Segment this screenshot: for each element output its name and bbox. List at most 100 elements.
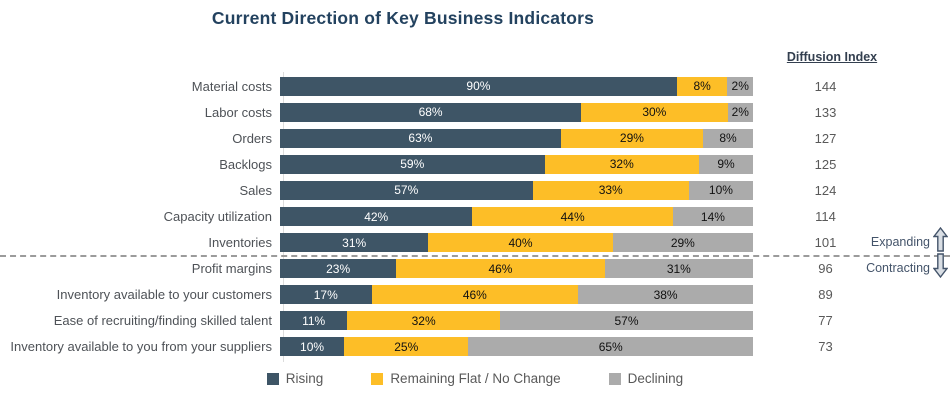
flat-segment: 46% — [371, 285, 579, 305]
stacked-bar: 10% 25% 65% — [280, 337, 754, 357]
flat-value-label: 33% — [598, 183, 623, 198]
flat-value-label: 30% — [642, 105, 667, 120]
rising-value-label: 57% — [394, 183, 419, 198]
stacked-bar: 63% 29% 8% — [280, 128, 753, 148]
rising-value-label: 63% — [408, 131, 433, 146]
legend-item-label: Rising — [285, 371, 324, 386]
declining-value-label: 65% — [598, 339, 623, 354]
flat-value-label: 32% — [609, 157, 634, 172]
declining-segment: 38% — [578, 285, 754, 305]
rising-segment: 31% — [280, 233, 429, 253]
flat-segment: 32% — [544, 154, 699, 174]
category-label: Backlogs — [219, 156, 272, 172]
rising-segment: 42% — [280, 207, 473, 227]
stacked-bar: 59% 32% 9% — [280, 154, 754, 174]
contracting-annotation: Contracting — [838, 253, 949, 283]
chart-rows: Material costs 90% 8% 2% 144 Labor costs… — [0, 73, 950, 360]
stacked-bar: 57% 33% 10% — [280, 180, 753, 200]
flat-segment: 33% — [532, 180, 689, 200]
flat-value-label: 29% — [619, 131, 644, 146]
diffusion-index-value: 114 — [815, 209, 836, 225]
legend-item: Rising — [266, 371, 324, 386]
up-arrow-icon — [932, 226, 949, 257]
declining-segment: 65% — [468, 337, 754, 357]
stacked-bar: 23% 46% 31% — [280, 259, 753, 279]
category-label: Inventories — [208, 235, 272, 251]
down-arrow-icon — [932, 253, 949, 283]
rising-value-label: 23% — [326, 261, 351, 276]
rising-value-label: 90% — [466, 79, 491, 94]
indicator-row: Backlogs 59% 32% 9% 125 — [0, 151, 950, 177]
diffusion-index-value: 96 — [818, 261, 833, 277]
rising-value-label: 59% — [400, 157, 425, 172]
rising-segment: 17% — [280, 285, 372, 305]
flat-segment: 8% — [676, 76, 728, 96]
diffusion-index-value: 125 — [814, 156, 837, 172]
declining-segment: 2% — [727, 76, 753, 96]
flat-segment: 46% — [396, 259, 605, 279]
declining-segment: 57% — [499, 311, 754, 331]
diffusion-index-value: 77 — [818, 313, 833, 329]
diffusion-index-value: 124 — [814, 182, 837, 198]
diffusion-index-value: 101 — [814, 235, 837, 251]
flat-value-label: 46% — [462, 287, 487, 302]
indicator-row: Ease of recruiting/finding skilled talen… — [0, 308, 950, 334]
rising-value-label: 11% — [302, 313, 326, 328]
declining-segment: 2% — [727, 102, 753, 122]
category-label: Material costs — [191, 78, 272, 94]
flat-value-label: 40% — [508, 235, 533, 250]
indicator-row: Capacity utilization 42% 44% 14% 114 — [0, 203, 950, 229]
declining-segment: 9% — [698, 154, 754, 174]
flat-segment: 44% — [472, 207, 673, 227]
rising-segment: 57% — [280, 180, 533, 200]
phase-annotations: Expanding Contracting — [838, 226, 949, 283]
chart-title: Current Direction of Key Business Indica… — [211, 8, 595, 28]
flat-segment: 29% — [560, 128, 704, 148]
legend-swatch-icon — [371, 372, 384, 385]
category-label: Capacity utilization — [163, 209, 272, 225]
expanding-contracting-divider — [0, 255, 950, 257]
rising-segment: 11% — [280, 311, 348, 331]
flat-value-label: 32% — [411, 313, 436, 328]
declining-value-label: 14% — [700, 209, 725, 224]
declining-segment: 31% — [604, 259, 753, 279]
legend-item: Remaining Flat / No Change — [371, 371, 561, 386]
diffusion-index-value: 127 — [814, 130, 837, 146]
diffusion-index-value: 73 — [818, 339, 833, 355]
indicator-row: Labor costs 68% 30% 2% 133 — [0, 99, 950, 125]
category-label: Inventory available to you from your sup… — [10, 339, 272, 355]
rising-value-label: 31% — [342, 235, 367, 250]
legend-item-label: Remaining Flat / No Change — [390, 371, 561, 386]
diffusion-index-value: 144 — [814, 78, 837, 94]
indicator-row: Sales 57% 33% 10% 124 — [0, 177, 950, 203]
declining-segment: 14% — [672, 207, 753, 227]
stacked-bar: 11% 32% 57% — [280, 311, 754, 331]
declining-segment: 8% — [703, 128, 753, 148]
indicator-row: Material costs 90% 8% 2% 144 — [0, 73, 950, 99]
rising-segment: 59% — [280, 154, 545, 174]
declining-value-label: 31% — [666, 261, 691, 276]
rising-segment: 68% — [280, 102, 582, 122]
legend-item: Declining — [608, 371, 684, 386]
legend: Rising Remaining Flat / No Change Declin… — [0, 371, 950, 386]
legend-item-label: Declining — [627, 371, 684, 386]
stacked-bar: 42% 44% 14% — [280, 207, 753, 227]
declining-value-label: 2% — [731, 79, 749, 94]
category-label: Labor costs — [204, 104, 272, 120]
declining-value-label: 38% — [653, 287, 678, 302]
declining-value-label: 9% — [717, 157, 735, 172]
indicator-row: Inventory available to you from your sup… — [0, 334, 950, 360]
diffusion-index-value: 133 — [814, 104, 837, 120]
expanding-annotation: Expanding — [838, 226, 949, 257]
rising-value-label: 10% — [300, 339, 325, 354]
diffusion-index-value: 89 — [818, 287, 833, 303]
indicator-row: Orders 63% 29% 8% 127 — [0, 125, 950, 151]
indicator-row: Inventory available to your customers 17… — [0, 282, 950, 308]
flat-value-label: 25% — [394, 339, 419, 354]
flat-value-label: 8% — [693, 79, 711, 94]
flat-value-label: 46% — [488, 261, 513, 276]
declining-value-label: 57% — [614, 313, 639, 328]
stacked-bar: 31% 40% 29% — [280, 233, 753, 253]
stacked-bar: 17% 46% 38% — [280, 285, 754, 305]
indicator-row: Inventories 31% 40% 29% 101 — [0, 230, 950, 256]
